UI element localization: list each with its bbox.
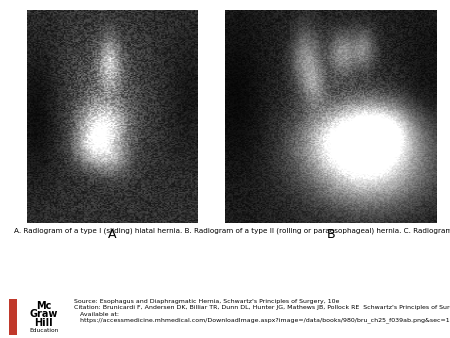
Text: A: A — [108, 228, 117, 241]
Text: Mc: Mc — [36, 301, 51, 311]
Text: A. Radiogram of a type I (sliding) hiatal hernia. B. Radiogram of a type II (rol: A. Radiogram of a type I (sliding) hiata… — [14, 228, 450, 235]
Text: Hill: Hill — [34, 318, 53, 328]
Text: Graw: Graw — [29, 309, 58, 319]
Bar — [9, 299, 17, 335]
Text: Education: Education — [29, 328, 58, 333]
Text: Source: Esophagus and Diaphragmatic Hernia, Schwartz's Principles of Surgery, 10: Source: Esophagus and Diaphragmatic Hern… — [74, 299, 450, 323]
Text: B: B — [326, 228, 335, 241]
